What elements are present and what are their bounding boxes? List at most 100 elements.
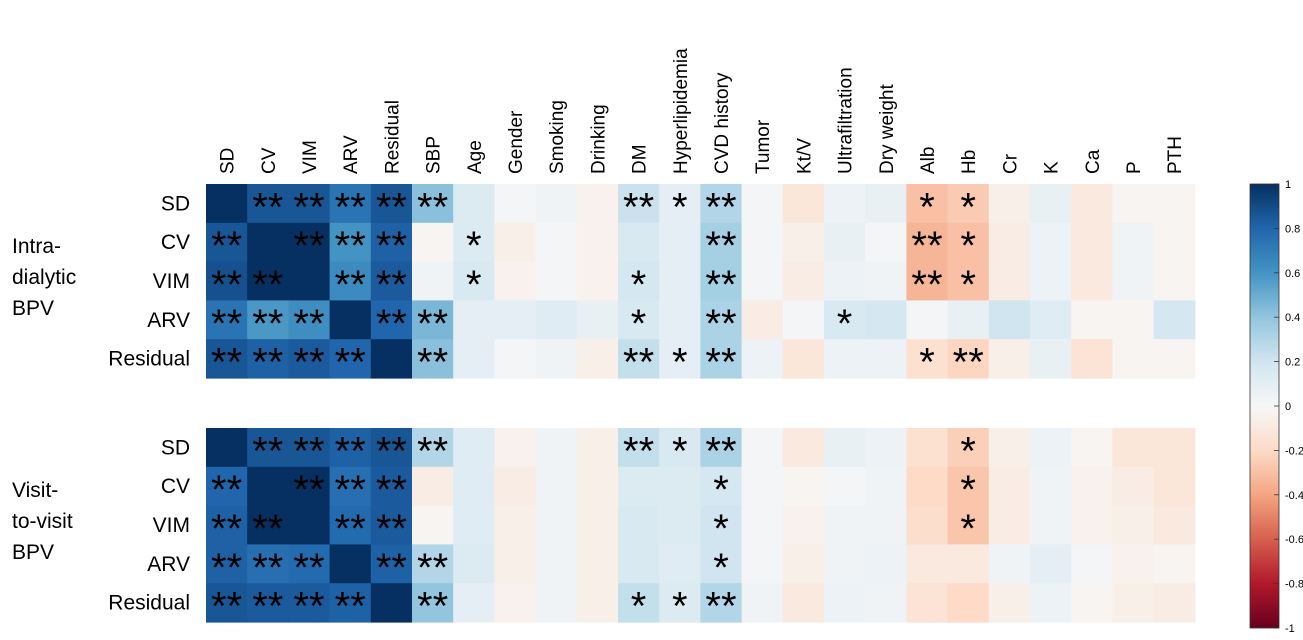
heatmap-cell xyxy=(1030,544,1072,584)
heatmap-cell xyxy=(329,261,372,301)
significance-star: ** xyxy=(335,585,366,629)
heatmap-cell xyxy=(329,583,372,623)
heatmap-cell xyxy=(782,339,825,379)
column-label: Age xyxy=(465,140,486,174)
row-label: SD xyxy=(161,192,190,215)
heatmap-cell xyxy=(741,339,784,379)
column-label: PTH xyxy=(1165,136,1186,174)
significance-star: ** xyxy=(252,302,283,346)
significance-star: ** xyxy=(335,185,366,229)
heatmap-cell xyxy=(535,339,578,379)
heatmap-cell xyxy=(988,544,1031,584)
heatmap-cell xyxy=(782,300,825,340)
heatmap-cell xyxy=(494,544,537,584)
heatmap-cell xyxy=(824,261,866,301)
heatmap-cell xyxy=(412,184,454,224)
heatmap-cell xyxy=(700,505,743,545)
significance-star: ** xyxy=(211,468,242,512)
significance-star: ** xyxy=(293,224,324,268)
significance-star: ** xyxy=(335,341,366,385)
significance-star: * xyxy=(960,224,976,268)
heatmap-cell xyxy=(370,300,413,340)
heatmap-cell xyxy=(412,466,454,507)
colorbar-tick-label: -0.2 xyxy=(1285,445,1303,457)
significance-star: ** xyxy=(376,507,407,551)
heatmap-cell xyxy=(329,428,372,468)
heatmap-cell xyxy=(1112,505,1155,545)
heatmap-cell xyxy=(782,466,825,507)
significance-star: ** xyxy=(376,429,407,473)
significance-star: ** xyxy=(211,302,242,346)
row-label: SD xyxy=(161,436,190,459)
heatmap-cell xyxy=(453,428,495,468)
significance-star: ** xyxy=(417,585,448,629)
heatmap-cell xyxy=(700,184,743,224)
heatmap-cell xyxy=(206,583,248,623)
heatmap-cell xyxy=(576,261,619,301)
significance-star: ** xyxy=(252,585,283,629)
heatmap-cell xyxy=(576,300,619,340)
heatmap-cell xyxy=(206,505,248,545)
heatmap-cell xyxy=(1153,184,1196,224)
significance-star: ** xyxy=(705,224,736,268)
heatmap-cell xyxy=(1112,339,1155,379)
significance-star: ** xyxy=(705,429,736,473)
significance-star: ** xyxy=(623,341,654,385)
heatmap-cell xyxy=(206,339,248,379)
heatmap-cell xyxy=(576,583,619,623)
row-label: CV xyxy=(161,231,190,254)
significance-star: ** xyxy=(417,341,448,385)
significance-star: ** xyxy=(705,263,736,307)
heatmap-cell xyxy=(824,583,866,623)
heatmap-cell xyxy=(700,339,743,379)
significance-star: * xyxy=(960,185,976,229)
heatmap-cell xyxy=(988,261,1031,301)
heatmap-cell xyxy=(535,184,578,224)
row-label: Residual xyxy=(108,592,190,615)
heatmap-cell xyxy=(1112,222,1155,263)
heatmap-cell xyxy=(1071,428,1113,468)
heatmap-cell xyxy=(1071,222,1113,263)
heatmap-cell xyxy=(824,339,866,379)
significance-star: ** xyxy=(252,341,283,385)
heatmap-cell xyxy=(412,428,454,468)
column-label: Hyperlipidemia xyxy=(671,48,692,174)
heatmap-cell xyxy=(453,222,495,263)
heatmap-cell xyxy=(494,505,537,545)
column-label: Hb xyxy=(959,150,980,174)
heatmap-cell xyxy=(988,184,1031,224)
significance-star: ** xyxy=(293,302,324,346)
heatmap-cell xyxy=(453,184,495,224)
significance-star: ** xyxy=(335,507,366,551)
heatmap-cell xyxy=(453,505,495,545)
heatmap-cell xyxy=(1153,505,1196,545)
significance-star: * xyxy=(960,468,976,512)
heatmap-cell xyxy=(206,544,248,584)
heatmap-cell xyxy=(988,428,1031,468)
heatmap-cell xyxy=(988,505,1031,545)
heatmap-cell xyxy=(659,428,701,468)
heatmap-cell xyxy=(988,222,1031,263)
heatmap-cell xyxy=(412,583,454,623)
heatmap-cell xyxy=(453,300,495,340)
heatmap-cell xyxy=(988,300,1031,340)
heatmap-cell xyxy=(824,222,866,263)
heatmap-cell xyxy=(576,505,619,545)
significance-star: ** xyxy=(335,429,366,473)
heatmap-cell xyxy=(700,222,743,263)
heatmap-cell xyxy=(1153,428,1196,468)
heatmap-cell xyxy=(865,544,907,584)
heatmap-cell xyxy=(741,300,784,340)
significance-star: ** xyxy=(293,546,324,590)
heatmap-cell xyxy=(494,339,537,379)
significance-star: ** xyxy=(376,185,407,229)
column-label: SBP xyxy=(424,136,445,174)
group-label-line: Intra- xyxy=(12,235,61,258)
heatmap-cell xyxy=(1112,428,1155,468)
heatmap-cell xyxy=(865,339,907,379)
column-label: Ca xyxy=(1083,149,1104,174)
colorbar-tick-label: 0.6 xyxy=(1285,268,1300,280)
heatmap-cell xyxy=(206,222,248,263)
heatmap-cell xyxy=(1112,300,1155,340)
heatmap-cell xyxy=(1153,339,1196,379)
